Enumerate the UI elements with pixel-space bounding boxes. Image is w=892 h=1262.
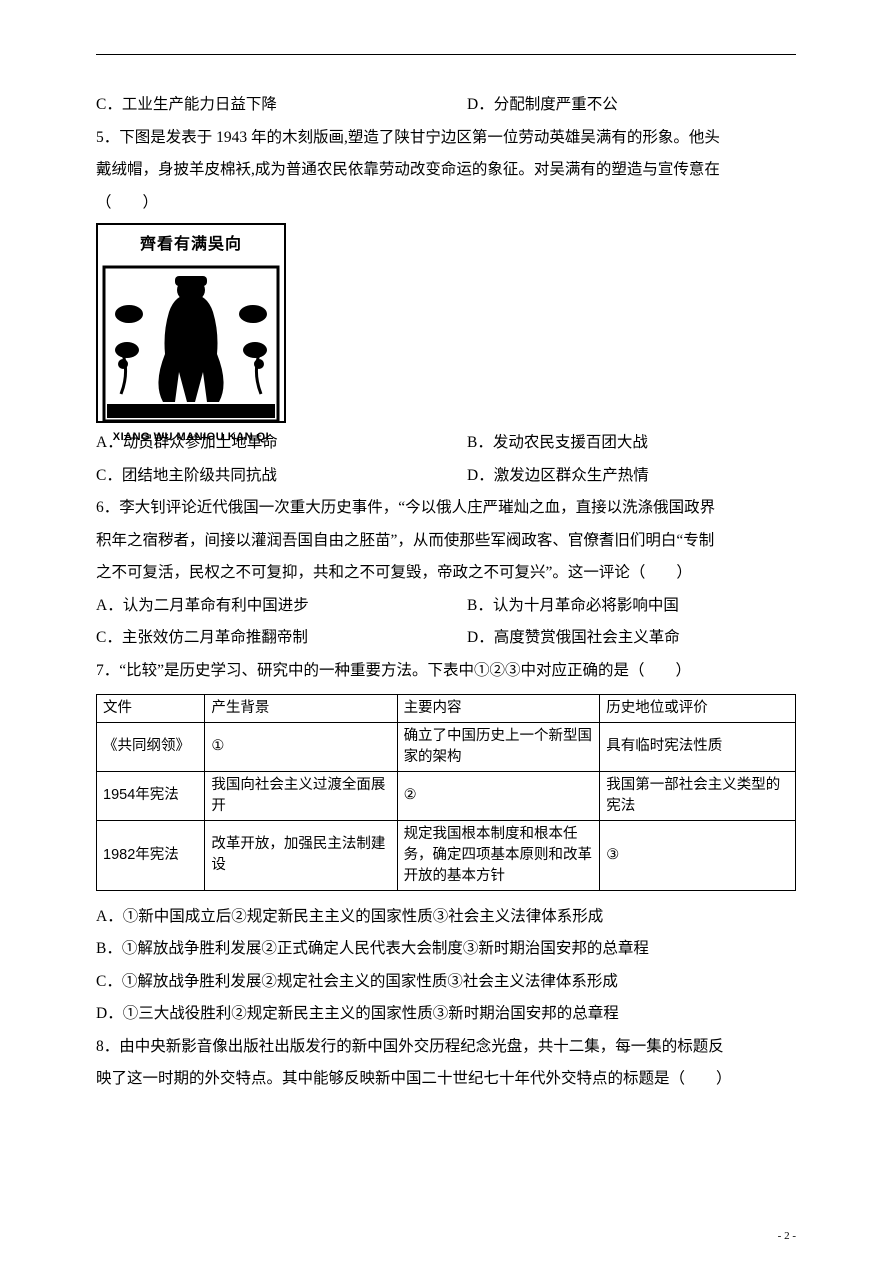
q4-option-d: D．分配制度严重不公	[467, 89, 796, 122]
td: 1954年宪法	[97, 771, 205, 820]
q7-table: 文件 产生背景 主要内容 历史地位或评价 《共同纲领》 ① 确立了中国历史上一个…	[96, 694, 796, 891]
q6-option-b: B．认为十月革命必将影响中国	[467, 590, 796, 623]
table-row: 1954年宪法 我国向社会主义过渡全面展开 ② 我国第一部社会主义类型的宪法	[97, 771, 796, 820]
th-file: 文件	[97, 694, 205, 722]
td: 《共同纲领》	[97, 722, 205, 771]
q6-option-c: C．主张效仿二月革命推翻帝制	[96, 622, 467, 655]
q8-line1: 8．由中央新影音像出版社出版发行的新中国外交历程纪念光盘，共十二集，每一集的标题…	[96, 1031, 796, 1064]
td: 我国第一部社会主义类型的宪法	[600, 771, 796, 820]
q6-options-row1: A．认为二月革命有利中国进步 B．认为十月革命必将影响中国	[96, 590, 796, 623]
q7-option-a: A．①新中国成立后②规定新民主主义的国家性质③社会主义法律体系形成	[96, 901, 796, 934]
q5-figure-woodcut	[101, 264, 281, 424]
td: 我国向社会主义过渡全面展开	[205, 771, 397, 820]
table-row: 1982年宪法 改革开放，加强民主法制建设 规定我国根本制度和根本任务，确定四项…	[97, 820, 796, 890]
th-bg: 产生背景	[205, 694, 397, 722]
q5-option-a: A．动员群众参加土地革命	[96, 427, 467, 460]
q5: 5．下图是发表于 1943 年的木刻版画,塑造了陕甘宁边区第一位劳动英雄吴满有的…	[96, 122, 796, 493]
td: 确立了中国历史上一个新型国家的架构	[397, 722, 600, 771]
q5-line1: 5．下图是发表于 1943 年的木刻版画,塑造了陕甘宁边区第一位劳动英雄吴满有的…	[96, 122, 796, 155]
q5-line2: 戴绒帽，身披羊皮棉袄,成为普通农民依靠劳动改变命运的象征。对吴满有的塑造与宣传意…	[96, 154, 796, 187]
td: 1982年宪法	[97, 820, 205, 890]
q8: 8．由中央新影音像出版社出版发行的新中国外交历程纪念光盘，共十二集，每一集的标题…	[96, 1031, 796, 1096]
q6-line1: 6．李大钊评论近代俄国一次重大历史事件，“今以俄人庄严璀灿之血，直接以洗涤俄国政…	[96, 492, 796, 525]
q6-options-row2: C．主张效仿二月革命推翻帝制 D．高度赞赏俄国社会主义革命	[96, 622, 796, 655]
page: C．工业生产能力日益下降 D．分配制度严重不公 5．下图是发表于 1943 年的…	[0, 0, 892, 1262]
q8-line2: 映了这一时期的外交特点。其中能够反映新中国二十世纪七十年代外交特点的标题是（ ）	[96, 1063, 796, 1096]
q5-option-b: B．发动农民支援百团大战	[467, 427, 796, 460]
td: ②	[397, 771, 600, 820]
q4-options-row: C．工业生产能力日益下降 D．分配制度严重不公	[96, 89, 796, 122]
q6-line3: 之不可复活，民权之不可复抑，共和之不可复毁，帝政之不可复兴”。这一评论（ ）	[96, 557, 796, 590]
top-rule	[96, 54, 796, 55]
q7-option-b: B．①解放战争胜利发展②正式确定人民代表大会制度③新时期治国安邦的总章程	[96, 933, 796, 966]
q7: 7．“比较”是历史学习、研究中的一种重要方法。下表中①②③中对应正确的是（ ） …	[96, 655, 796, 1031]
q6-option-a: A．认为二月革命有利中国进步	[96, 590, 467, 623]
table-header-row: 文件 产生背景 主要内容 历史地位或评价	[97, 694, 796, 722]
table-row: 《共同纲领》 ① 确立了中国历史上一个新型国家的架构 具有临时宪法性质	[97, 722, 796, 771]
td: 改革开放，加强民主法制建设	[205, 820, 397, 890]
q6-line2: 积年之宿秽者，间接以灌润吾国自由之胚苗”，从而使那些军阀政客、官僚耆旧们明白“专…	[96, 525, 796, 558]
th-content: 主要内容	[397, 694, 600, 722]
q5-option-d: D．激发边区群众生产热情	[467, 460, 796, 493]
q5-option-c: C．团结地主阶级共同抗战	[96, 460, 467, 493]
q5-options-row2: C．团结地主阶级共同抗战 D．激发边区群众生产热情	[96, 460, 796, 493]
q6-option-d: D．高度赞赏俄国社会主义革命	[467, 622, 796, 655]
page-number: - 2 -	[778, 1225, 796, 1248]
q6: 6．李大钊评论近代俄国一次重大历史事件，“今以俄人庄严璀灿之血，直接以洗涤俄国政…	[96, 492, 796, 655]
td: 规定我国根本制度和根本任务，确定四项基本原则和改革开放的基本方针	[397, 820, 600, 890]
td: ③	[600, 820, 796, 890]
th-status: 历史地位或评价	[600, 694, 796, 722]
q5-figure: 齊看有满吳向	[96, 223, 286, 423]
td: 具有临时宪法性质	[600, 722, 796, 771]
q7-option-c: C．①解放战争胜利发展②规定社会主义的国家性质③社会主义法律体系形成	[96, 966, 796, 999]
td: ①	[205, 722, 397, 771]
q5-figure-caption-top: 齊看有满吳向	[101, 228, 281, 262]
q7-stem: 7．“比较”是历史学习、研究中的一种重要方法。下表中①②③中对应正确的是（ ）	[96, 655, 796, 688]
q5-line3: （ ）	[96, 187, 796, 220]
q4-option-c: C．工业生产能力日益下降	[96, 89, 467, 122]
q5-options-row1: A．动员群众参加土地革命 B．发动农民支援百团大战	[96, 427, 796, 460]
q7-option-d: D．①三大战役胜利②规定新民主主义的国家性质③新时期治国安邦的总章程	[96, 998, 796, 1031]
